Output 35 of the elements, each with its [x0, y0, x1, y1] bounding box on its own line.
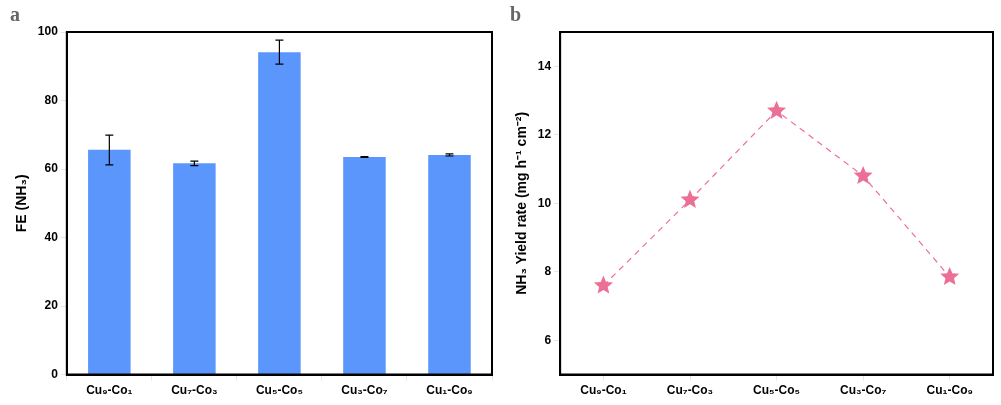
point: [767, 100, 787, 119]
x-tick-label: Cu₇-Co₃: [171, 383, 218, 398]
x-tick-label: Cu₁-Co₉: [426, 383, 473, 398]
bar: [343, 157, 386, 375]
x-tick-label: Cu₉-Co₁: [580, 383, 627, 398]
point: [680, 189, 700, 208]
bar: [258, 52, 301, 375]
y-tick-label: 12: [537, 127, 552, 142]
y-tick-label: 0: [51, 366, 59, 381]
y-tick-label: 80: [44, 92, 59, 107]
x-tick-label: Cu₅-Co₅: [753, 383, 801, 398]
x-tick-label: Cu₁-Co₉: [926, 383, 973, 398]
point: [853, 165, 873, 184]
bar: [173, 163, 216, 375]
y-tick-label: 40: [44, 229, 59, 244]
bar: [428, 154, 471, 375]
x-tick-label: Cu₃-Co₇: [839, 383, 887, 398]
y-tick-label: 14: [537, 58, 552, 73]
y-tick-label: 60: [44, 161, 59, 176]
point: [940, 266, 960, 286]
point: [593, 275, 613, 294]
x-tick-label: Cu₃-Co₇: [341, 383, 388, 398]
y-tick-label: 8: [544, 264, 552, 279]
y-axis-title: NH₃ Yield rate (mg h⁻¹ cm⁻²): [513, 111, 530, 295]
x-tick-label: Cu₇-Co₃: [666, 383, 714, 398]
x-tick-label: Cu₅-Co₅: [255, 383, 303, 398]
y-tick-label: 10: [537, 195, 552, 210]
bar: [88, 149, 131, 375]
y-tick-label: 20: [44, 298, 59, 313]
x-tick-label: Cu₉-Co₁: [86, 383, 133, 398]
y-tick-label: 100: [37, 24, 59, 39]
chart-title: b: [510, 3, 522, 26]
chart-title: a: [10, 3, 20, 26]
y-tick-label: 6: [544, 332, 552, 347]
y-axis-title: FE (NH₃): [13, 174, 30, 233]
